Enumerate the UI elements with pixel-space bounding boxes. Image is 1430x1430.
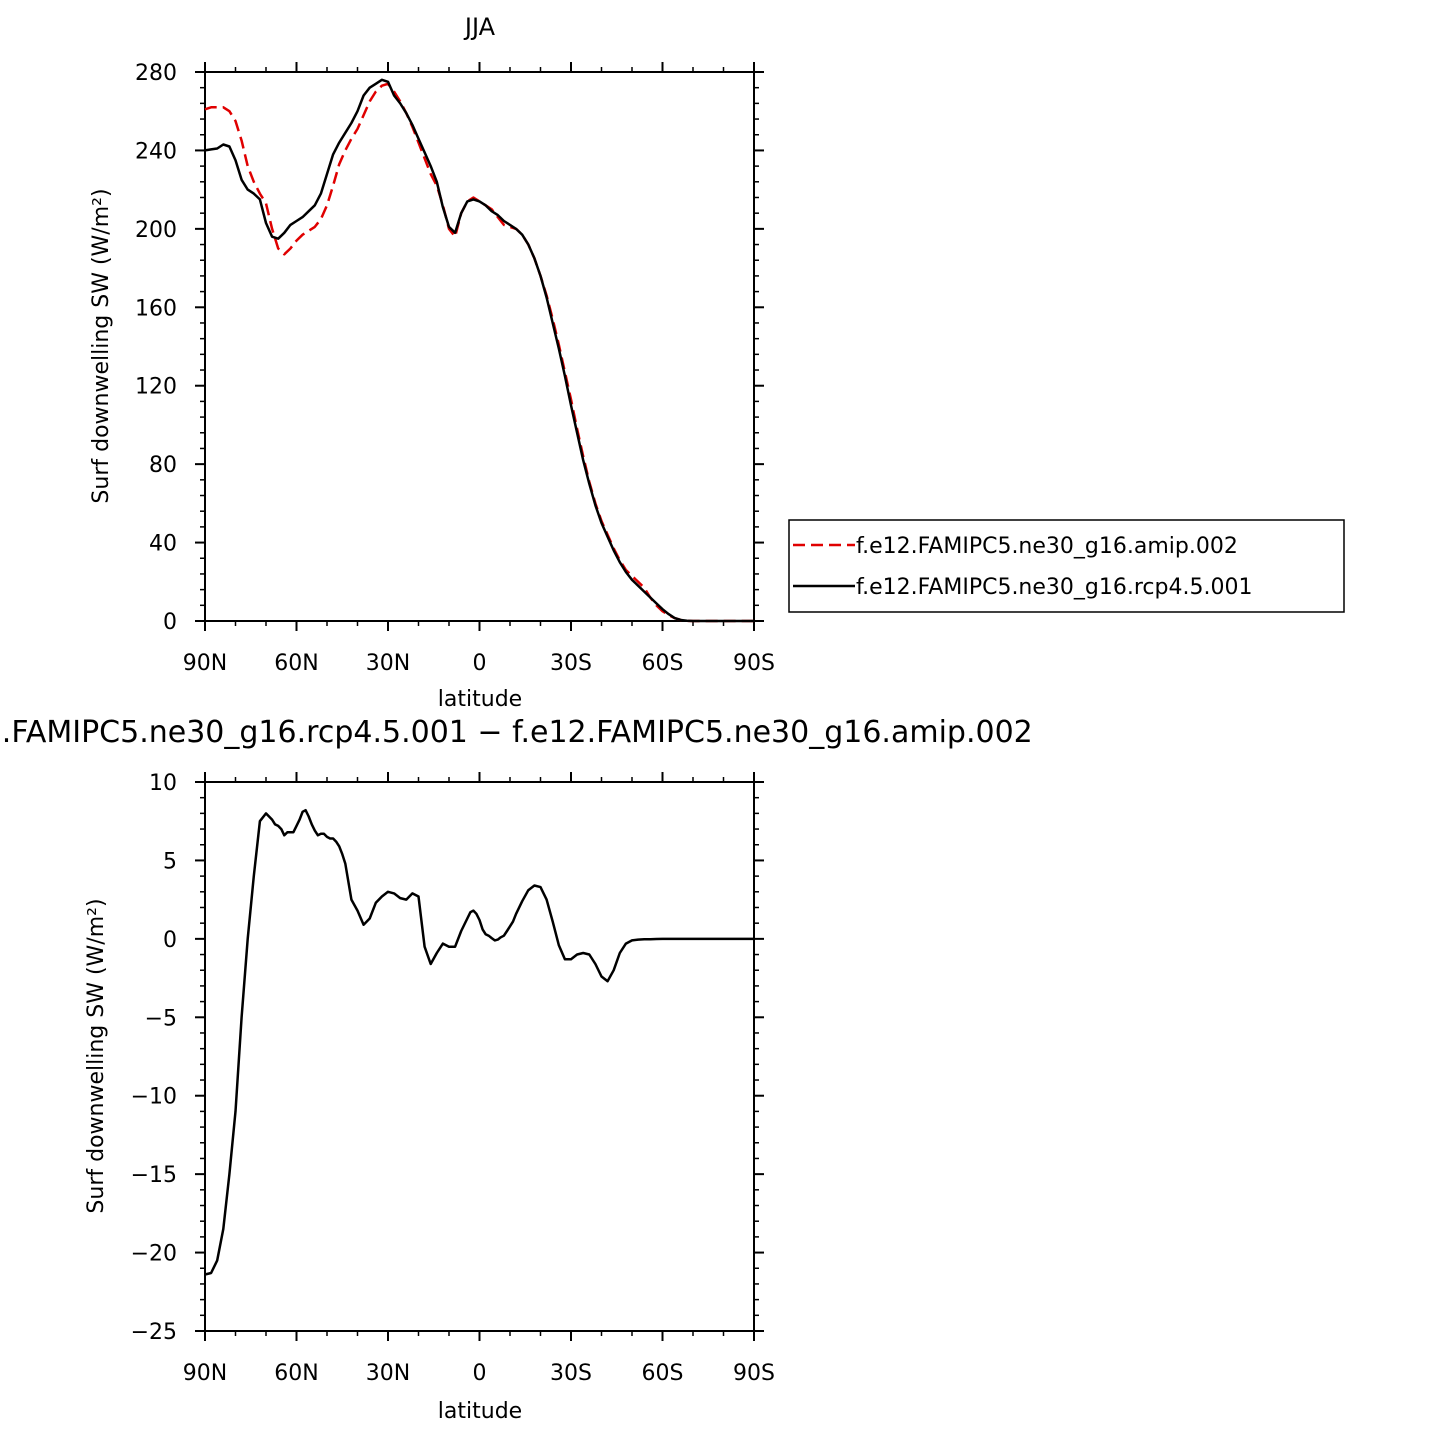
series-line-0 xyxy=(204,808,754,1276)
x-tick-label: 90S xyxy=(733,1361,775,1386)
top-x-tick-labels: 90N 60N 30N 0 30S 60S 90S xyxy=(183,651,775,676)
y-tick-label: −20 xyxy=(131,1242,177,1267)
x-tick-label: 30S xyxy=(550,1361,592,1386)
y-tick-label: 10 xyxy=(149,771,177,796)
y-tick-label: 200 xyxy=(135,218,177,243)
x-tick-label: 60N xyxy=(274,1361,318,1386)
series-line-1 xyxy=(204,78,754,623)
bottom-x-axis-label: latitude xyxy=(438,1399,522,1424)
top-y-axis-label: Surf downwelling SW (W/m²) xyxy=(89,188,114,503)
top-plot-frame xyxy=(204,71,755,622)
y-tick-label: −10 xyxy=(131,1085,177,1110)
x-tick-label: 90S xyxy=(733,651,775,676)
x-tick-label: 0 xyxy=(473,651,487,676)
y-tick-label: 80 xyxy=(149,453,177,478)
x-tick-label: 30N xyxy=(366,651,410,676)
y-tick-label: 120 xyxy=(135,375,177,400)
bottom-series-lines xyxy=(204,808,754,1276)
y-tick-label: 160 xyxy=(135,296,177,321)
y-tick-label: −25 xyxy=(131,1320,177,1345)
bottom-plot-frame xyxy=(204,781,755,1332)
bottom-x-tick-labels: 90N 60N 30N 0 30S 60S 90S xyxy=(183,1361,775,1386)
x-tick-label: 30S xyxy=(550,651,592,676)
x-tick-label: 60S xyxy=(642,1361,684,1386)
x-tick-label: 30N xyxy=(366,1361,410,1386)
series-line-0 xyxy=(204,82,754,623)
y-tick-label: 5 xyxy=(163,849,177,874)
bottom-y-tick-labels: 10 5 0 −5 −10 −15 −20 −25 xyxy=(131,771,177,1345)
y-tick-label: 0 xyxy=(163,610,177,635)
x-tick-label: 0 xyxy=(473,1361,487,1386)
y-tick-label: 0 xyxy=(163,928,177,953)
x-tick-label: 60N xyxy=(274,651,318,676)
y-tick-label: 40 xyxy=(149,532,177,557)
top-y-tick-labels: 0 40 80 120 160 200 240 280 xyxy=(135,61,177,635)
bottom-axis-ticks xyxy=(195,772,764,1341)
x-tick-label: 90N xyxy=(183,651,227,676)
top-panel: JJA 0 40 80 120 160 200 240 280 90N 60N 30N 0 30S 60… xyxy=(89,13,1345,712)
legend-box xyxy=(788,519,1345,613)
y-tick-label: −5 xyxy=(145,1006,177,1031)
legend: f.e12.FAMIPC5.ne30_g16.amip.002 f.e12.FA… xyxy=(788,519,1345,613)
top-axis-ticks xyxy=(195,62,764,631)
bottom-panel: f.e12.FAMIPC5.ne30_g16.rcp4.5.001 − f.e1… xyxy=(0,715,1033,1424)
top-series-lines xyxy=(204,78,754,623)
y-tick-label: −15 xyxy=(131,1163,177,1188)
top-title: JJA xyxy=(463,13,496,41)
legend-label-amip: f.e12.FAMIPC5.ne30_g16.amip.002 xyxy=(856,534,1238,559)
x-tick-label: 90N xyxy=(183,1361,227,1386)
bottom-y-axis-label: Surf downwelling SW (W/m²) xyxy=(84,898,109,1213)
x-tick-label: 60S xyxy=(642,651,684,676)
legend-label-rcp: f.e12.FAMIPC5.ne30_g16.rcp4.5.001 xyxy=(856,575,1252,600)
bottom-title: f.e12.FAMIPC5.ne30_g16.rcp4.5.001 − f.e1… xyxy=(0,715,1033,750)
top-x-axis-label: latitude xyxy=(438,687,522,712)
y-tick-label: 240 xyxy=(135,139,177,164)
y-tick-label: 280 xyxy=(135,61,177,86)
